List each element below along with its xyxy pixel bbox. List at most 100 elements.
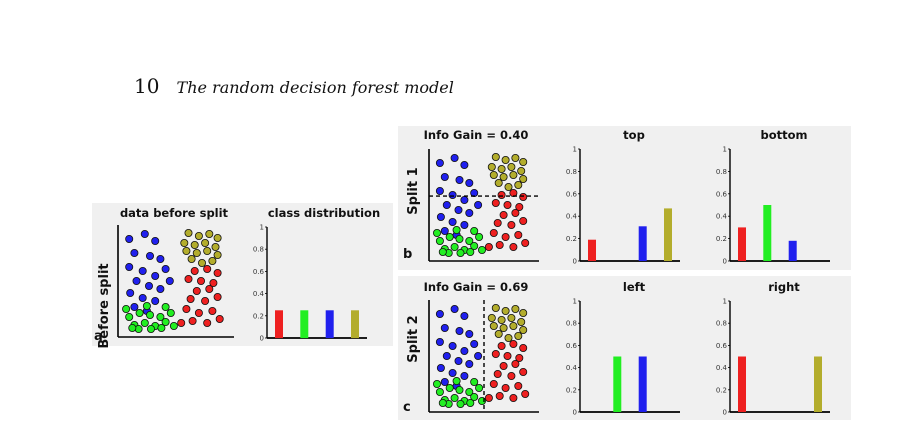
- scatter-point-green: [156, 312, 165, 321]
- scatter-point-blue: [130, 302, 139, 311]
- scatter-point-olive: [203, 246, 212, 255]
- hist-bar-red: [275, 310, 283, 339]
- hist-tick-label: 0.8: [716, 320, 727, 328]
- hist-tick-label: 0: [573, 409, 577, 417]
- scatter-point-olive: [504, 182, 513, 191]
- side-label-split-2: Split 2: [406, 315, 421, 362]
- page-number: 10: [134, 74, 160, 98]
- scatter-point-blue: [156, 254, 165, 263]
- scatter-point-blue: [435, 309, 444, 318]
- scatter-point-red: [511, 208, 520, 217]
- scatter-point-olive: [514, 331, 523, 340]
- scatter-point-olive: [491, 303, 500, 312]
- scatter-point-green: [465, 236, 474, 245]
- hist-tick-label: 0.6: [566, 190, 578, 198]
- scatter-point-green: [157, 323, 166, 332]
- hist-bar-green: [613, 356, 622, 412]
- scatter-point-red: [515, 202, 524, 211]
- scatter-point-red: [509, 339, 518, 348]
- scatter-b: [428, 149, 539, 262]
- scatter-point-blue: [448, 217, 457, 226]
- hist-tick-label: 0.2: [566, 235, 577, 243]
- hist-tick-label: 0.2: [716, 235, 727, 243]
- hist-tick-label: 0: [573, 258, 577, 266]
- scatter-title-a: data before split: [120, 206, 229, 220]
- hist-tick-label: 1: [573, 298, 577, 306]
- scatter-point-olive: [494, 329, 503, 338]
- scatter-point-blue: [460, 371, 469, 380]
- scatter-point-blue: [130, 248, 139, 257]
- scatter-point-red: [213, 268, 222, 277]
- histogram-row_b.hist_1: 0 0.2 0.4 0.6 0.8 1: [566, 146, 680, 266]
- page-header: 10 The random decision forest model: [134, 74, 454, 98]
- scatter-point-blue: [435, 337, 444, 346]
- hist-bar-green: [763, 205, 772, 261]
- scatter-point-green: [466, 398, 475, 407]
- scatter-point-olive: [501, 306, 510, 315]
- scatter-point-green: [161, 317, 170, 326]
- scatter-point-blue: [454, 356, 463, 365]
- scatter-point-blue: [470, 339, 479, 348]
- scatter-point-red: [190, 266, 199, 275]
- side-label-split-1: Split 1: [406, 167, 421, 214]
- scatter-point-green: [450, 242, 459, 251]
- scatter-point-red: [192, 286, 201, 295]
- scatter-point-olive: [519, 325, 528, 334]
- hist-bar-red: [588, 239, 596, 261]
- hist-tick-label: 1: [260, 224, 264, 232]
- scatter-point-olive: [519, 308, 528, 317]
- scatter-point-red: [501, 232, 510, 241]
- scatter-point-olive: [491, 152, 500, 161]
- scatter-point-green: [445, 383, 454, 392]
- scatter-point-red: [184, 274, 193, 283]
- hist-tick-label: 1: [573, 146, 577, 154]
- scatter-point-green: [466, 247, 475, 256]
- hist-tick-label: 1: [723, 298, 727, 306]
- scatter-point-blue: [465, 359, 474, 368]
- scatter-point-green: [122, 304, 131, 313]
- scatter-point-red: [489, 228, 498, 237]
- scatter-point-blue: [440, 226, 449, 235]
- scatter-point-blue: [474, 200, 483, 209]
- scatter-point-blue: [465, 208, 474, 217]
- scatter-point-green: [445, 232, 454, 241]
- scatter-point-blue: [435, 158, 444, 167]
- scatter-c: [428, 300, 539, 413]
- scatter-point-blue: [465, 329, 474, 338]
- histogram-row_b.hist_2: 0 0.2 0.4 0.6 0.8 1: [716, 146, 830, 266]
- panel-letter-b: b: [403, 247, 412, 262]
- scatter-point-green: [161, 302, 170, 311]
- scatter-point-green: [455, 385, 464, 394]
- scatter-point-red: [509, 393, 518, 402]
- hist-bar-olive: [351, 310, 359, 339]
- scatter-point-blue: [156, 284, 165, 293]
- scatter-point-green: [470, 241, 479, 250]
- scatter-point-red: [186, 294, 195, 303]
- scatter-point-green: [128, 323, 137, 332]
- scatter-point-blue: [454, 205, 463, 214]
- hist-tick-label: 0.8: [716, 168, 727, 176]
- scatter-point-red: [194, 308, 203, 317]
- hist-tick-label: 0: [723, 409, 727, 417]
- scatter-point-red: [484, 242, 493, 251]
- scatter-point-blue: [460, 346, 469, 355]
- hist-tick-label: 0: [260, 335, 264, 343]
- scatter-point-olive: [180, 238, 189, 247]
- scatter-point-green: [135, 308, 144, 317]
- hist-tick-label: 0.6: [253, 268, 265, 276]
- hist-tick-label: 0.2: [253, 312, 264, 320]
- scatter-point-red: [215, 314, 224, 323]
- scatter-point-blue: [151, 296, 160, 305]
- scatter-point-red: [519, 192, 528, 201]
- scatter-point-olive: [187, 254, 196, 263]
- scatter-point-red: [208, 306, 217, 315]
- scatter-point-green: [450, 393, 459, 402]
- hist-tick-label: 0.2: [716, 386, 727, 394]
- scatter-point-red: [495, 240, 504, 249]
- scatter-point-olive: [201, 238, 210, 247]
- scatter-point-olive: [213, 250, 222, 259]
- scatter-point-olive: [194, 231, 203, 240]
- scatter-point-green: [169, 321, 178, 330]
- scatter-point-red: [213, 292, 222, 301]
- hist-bar-green: [300, 310, 309, 339]
